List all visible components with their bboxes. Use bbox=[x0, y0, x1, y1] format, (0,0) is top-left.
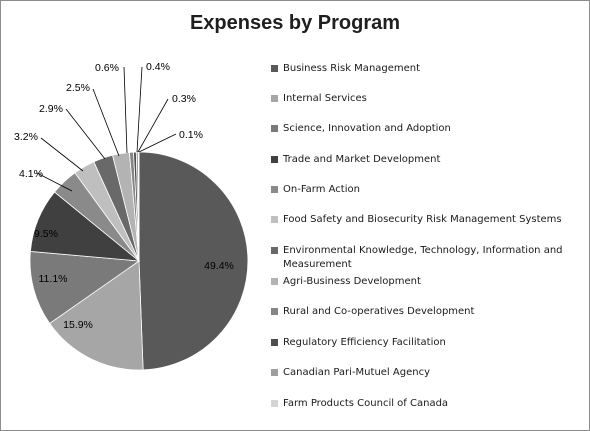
data-label: 0.6% bbox=[95, 62, 119, 74]
legend-label: Trade and Market Development bbox=[283, 154, 441, 165]
data-label: 9.5% bbox=[34, 228, 58, 240]
data-label: 0.4% bbox=[146, 61, 170, 73]
data-label: 2.5% bbox=[66, 82, 90, 94]
data-label: 0.3% bbox=[172, 93, 196, 105]
legend-label: Regulatory Efficiency Facilitation bbox=[283, 337, 446, 348]
legend-label: On-Farm Action bbox=[283, 184, 360, 195]
legend-label: Internal Services bbox=[283, 93, 367, 104]
legend-swatch bbox=[271, 247, 278, 254]
legend-label: Food Safety and Biosecurity Risk Managem… bbox=[283, 214, 562, 225]
leader-line bbox=[136, 66, 143, 153]
legend-swatch bbox=[271, 339, 278, 346]
legend-label: Canadian Pari-Mutuel Agency bbox=[283, 367, 430, 378]
data-label: 15.9% bbox=[63, 319, 93, 331]
legend-swatch bbox=[271, 216, 278, 223]
legend-swatch bbox=[271, 125, 278, 132]
data-label: 11.1% bbox=[39, 273, 68, 285]
legend-label: Rural and Co-operatives Development bbox=[283, 306, 475, 317]
data-label: 0.1% bbox=[179, 129, 203, 141]
chart-title: Expenses by Program bbox=[189, 12, 401, 34]
leader-line bbox=[65, 108, 106, 160]
data-label: 2.9% bbox=[39, 103, 63, 115]
leader-line bbox=[92, 88, 120, 157]
pie-slice bbox=[138, 151, 249, 371]
legend-swatch bbox=[271, 186, 278, 193]
legend-swatch bbox=[271, 156, 278, 163]
legend-swatch bbox=[271, 65, 278, 72]
legend-label: Agri-Business Development bbox=[283, 276, 421, 287]
leader-line bbox=[137, 98, 169, 153]
legend-label: Farm Products Council of Canada bbox=[283, 398, 449, 409]
leader-line bbox=[40, 137, 84, 172]
legend-swatch bbox=[271, 308, 278, 315]
legend-label: Science, Innovation and Adoption bbox=[283, 123, 451, 134]
legend-swatch bbox=[271, 400, 278, 407]
legend-swatch bbox=[271, 369, 278, 376]
legend-swatch bbox=[271, 95, 278, 102]
legend-label: Business Risk Management bbox=[283, 63, 421, 74]
data-label: 4.1% bbox=[19, 168, 43, 180]
leader-line bbox=[36, 172, 73, 192]
pie-slice bbox=[29, 250, 141, 324]
legend-swatch bbox=[271, 278, 278, 285]
leader-line bbox=[138, 133, 177, 153]
legend-label: Environmental Knowledge, Technology, Inf… bbox=[283, 245, 563, 270]
data-label: 49.4% bbox=[204, 260, 234, 272]
pie-slice bbox=[49, 260, 144, 371]
leader-line bbox=[123, 66, 128, 154]
data-label: 3.2% bbox=[14, 131, 38, 143]
